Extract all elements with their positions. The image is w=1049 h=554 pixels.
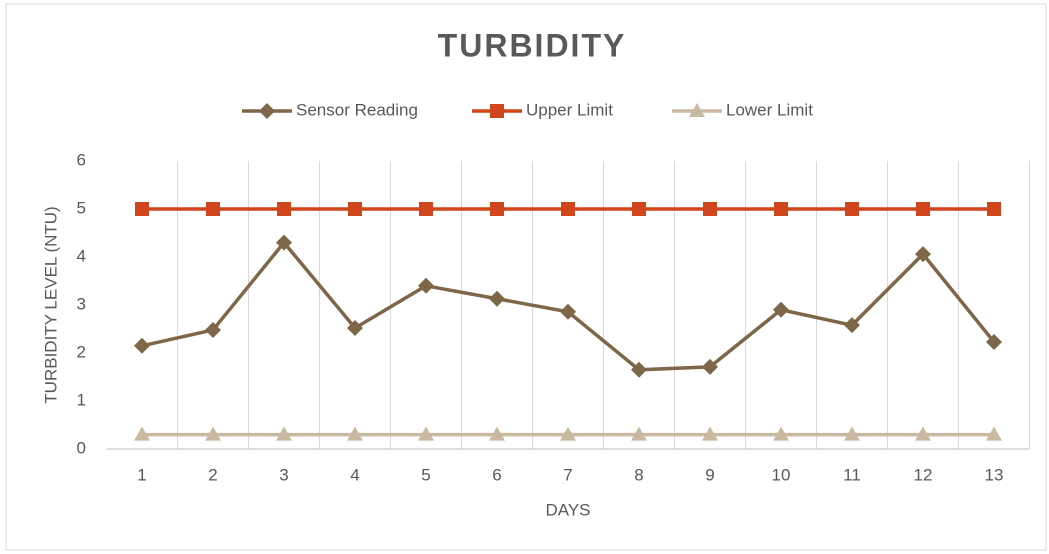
marker [276, 426, 292, 441]
x-tick-label: 13 [985, 465, 1004, 484]
marker [986, 426, 1002, 441]
marker [205, 426, 221, 441]
x-tick-label: 1 [137, 465, 146, 484]
y-tick-label: 0 [77, 438, 86, 457]
marker [916, 202, 930, 216]
marker [773, 426, 789, 441]
marker [418, 426, 434, 441]
legend-label: Lower Limit [726, 100, 813, 119]
marker [560, 426, 576, 441]
x-tick-label: 8 [634, 465, 643, 484]
x-tick-label: 7 [563, 465, 572, 484]
x-tick-label: 11 [843, 465, 861, 484]
marker [489, 290, 505, 307]
marker [986, 333, 1002, 350]
y-tick-label: 3 [77, 294, 86, 313]
x-tick-label: 6 [492, 465, 501, 484]
x-tick-label: 12 [914, 465, 933, 484]
marker [205, 321, 221, 338]
marker [773, 301, 789, 318]
marker [277, 202, 291, 216]
marker [206, 202, 220, 216]
y-tick-label: 5 [77, 198, 86, 217]
marker [632, 202, 646, 216]
marker [490, 202, 504, 216]
marker [259, 103, 275, 119]
marker [276, 234, 292, 251]
y-tick-label: 2 [77, 342, 86, 361]
marker [915, 426, 931, 441]
marker [134, 426, 150, 441]
x-tick-label: 10 [772, 465, 791, 484]
chart-title: TURBIDITY [438, 27, 627, 63]
x-axis-label: DAYS [545, 500, 590, 519]
y-axis-label: TURBIDITY LEVEL (NTU) [41, 206, 60, 403]
y-tick-label: 6 [77, 150, 86, 169]
y-tick-label: 4 [77, 246, 86, 265]
marker [774, 202, 788, 216]
marker [844, 317, 860, 334]
marker [631, 426, 647, 441]
chart-border [5, 3, 1047, 551]
x-tick-label: 3 [279, 465, 288, 484]
marker [135, 202, 149, 216]
marker [702, 358, 718, 375]
marker [490, 104, 504, 118]
marker [631, 361, 647, 378]
marker [418, 277, 434, 294]
marker [347, 426, 363, 441]
legend-label: Upper Limit [526, 100, 613, 119]
marker [703, 202, 717, 216]
marker [561, 202, 575, 216]
x-tick-label: 9 [705, 465, 714, 484]
x-tick-label: 2 [208, 465, 217, 484]
marker [689, 103, 705, 117]
legend-label: Sensor Reading [296, 100, 418, 119]
marker [347, 320, 363, 337]
x-tick-label: 5 [421, 465, 430, 484]
marker [987, 202, 1001, 216]
marker [845, 202, 859, 216]
marker [844, 426, 860, 441]
marker [419, 202, 433, 216]
marker [702, 426, 718, 441]
marker [915, 246, 931, 263]
marker [489, 426, 505, 441]
marker [134, 337, 150, 354]
x-tick-label: 4 [350, 465, 359, 484]
y-tick-label: 1 [77, 390, 86, 409]
marker [348, 202, 362, 216]
marker [560, 303, 576, 320]
